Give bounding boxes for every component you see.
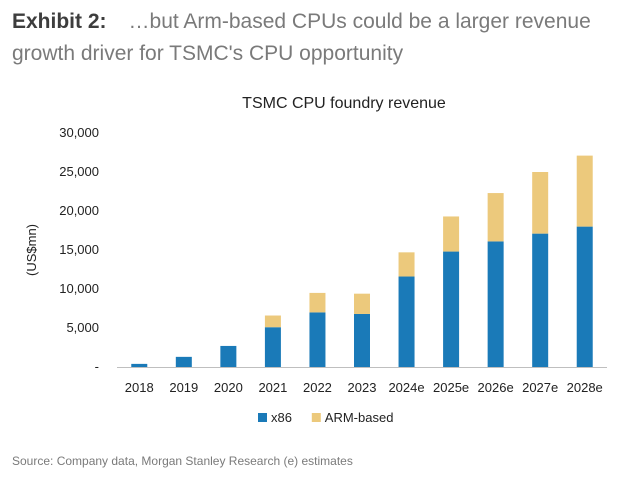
bar-arm-2023 [354,293,370,314]
bar-x86-2019 [175,356,192,367]
bar-arm-2026e [487,193,504,242]
bar-x86-2018 [131,363,148,367]
legend-label-arm: ARM-based [325,410,394,425]
bar-x86-2027e [532,233,549,367]
x-tick-label: 2028e [567,380,603,395]
x-tick-label: 2022 [303,380,332,395]
bar-arm-2024e [398,252,415,277]
source-note: Source: Company data, Morgan Stanley Res… [12,454,353,468]
legend-swatch-arm [311,413,321,422]
x-tick-label: 2027e [522,380,558,395]
y-tick-label: 5,000 [66,320,99,335]
bar-arm-2028e [576,155,593,227]
x-tick-label: 2018 [125,380,154,395]
y-axis-label: (US$mn) [24,224,39,276]
legend-swatch-x86 [258,413,267,422]
x-tick-label: 2020 [214,380,243,395]
bar-x86-2028e [576,226,593,367]
bar-arm-2021 [264,315,281,328]
exhibit-header: Exhibit 2: …but Arm-based CPUs could be a… [12,6,628,70]
bar-x86-2025e [443,251,460,367]
y-tick-label: - [95,359,99,374]
exhibit-label: Exhibit 2: [12,10,107,33]
x-tick-label: 2019 [169,380,198,395]
x-tick-label: 2024e [388,380,424,395]
bar-arm-2027e [532,172,549,234]
y-tick-label: 25,000 [59,164,99,179]
x-tick-label: 2021 [258,380,287,395]
chart-title: TSMC CPU foundry revenue [242,95,446,112]
bar-x86-2021 [264,327,281,367]
y-tick-label: 30,000 [59,125,99,140]
y-tick-label: 10,000 [59,281,99,296]
bar-arm-2022 [309,292,326,313]
x-tick-label: 2023 [348,380,377,395]
y-tick-label: 15,000 [59,242,99,257]
legend-label-x86: x86 [271,410,292,425]
bar-x86-2026e [487,241,504,367]
y-tick-label: 20,000 [59,203,99,218]
x-tick-label: 2026e [478,380,514,395]
bar-x86-2022 [309,312,326,367]
bar-x86-2023 [354,313,370,367]
bar-arm-2025e [443,216,460,252]
exhibit-title: …but Arm-based CPUs could be a larger re… [12,10,591,65]
x-tick-label: 2025e [433,380,469,395]
bar-x86-2024e [398,276,415,367]
bar-x86-2020 [220,345,237,367]
